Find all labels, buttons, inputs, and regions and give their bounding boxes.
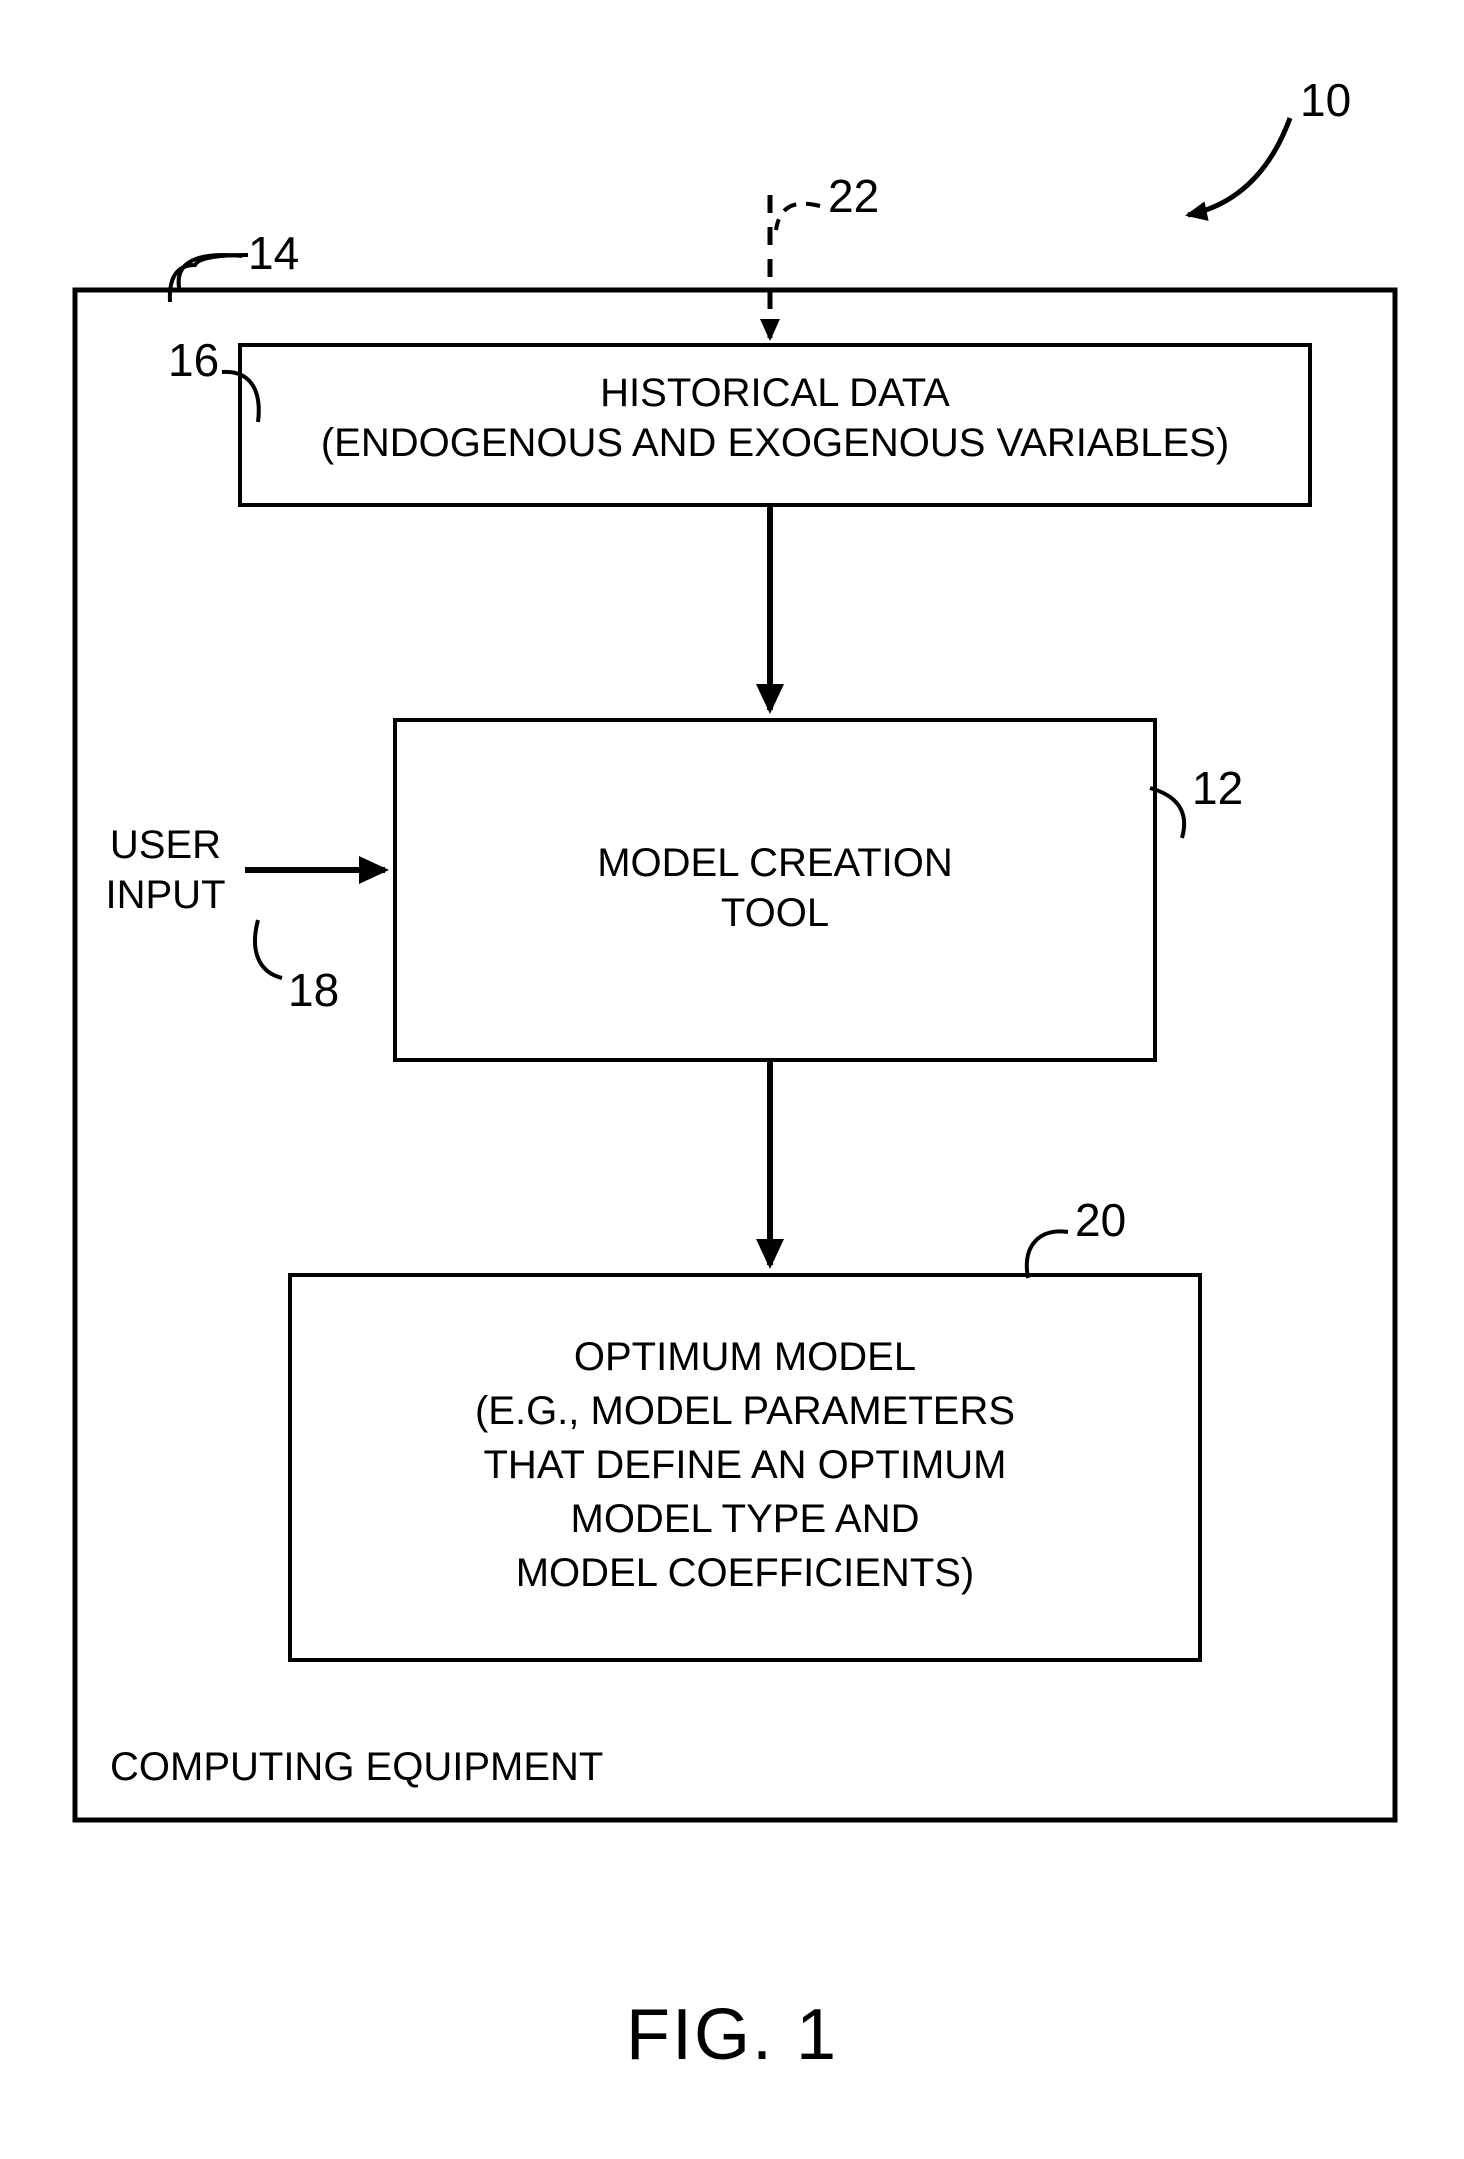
ref-20-lead bbox=[1027, 1231, 1068, 1278]
optimum-line3: THAT DEFINE AN OPTIMUM bbox=[290, 1438, 1200, 1492]
ref-14-lead bbox=[179, 255, 242, 292]
optimum-line5: MODEL COEFFICIENTS) bbox=[290, 1546, 1200, 1600]
ref-14-hook bbox=[170, 255, 248, 302]
optimum-text: OPTIMUM MODEL (E.G., MODEL PARAMETERS TH… bbox=[290, 1330, 1200, 1600]
optimum-line1: OPTIMUM MODEL bbox=[290, 1330, 1200, 1384]
container-label: COMPUTING EQUIPMENT bbox=[110, 1742, 603, 1792]
ref-18: 18 bbox=[288, 962, 339, 1020]
historical-line2: (ENDOGENOUS AND EXOGENOUS VARIABLES) bbox=[240, 418, 1310, 468]
user-input-line1: USER bbox=[88, 820, 243, 870]
figure-label: FIG. 1 bbox=[0, 1990, 1464, 2080]
ref-14: 14 bbox=[248, 225, 299, 283]
diagram-canvas bbox=[0, 0, 1464, 2159]
ref-20: 20 bbox=[1075, 1192, 1126, 1250]
tool-text: MODEL CREATION TOOL bbox=[395, 838, 1155, 938]
ref-16: 16 bbox=[168, 332, 219, 390]
user-input-line2: INPUT bbox=[88, 870, 243, 920]
user-input-text: USER INPUT bbox=[88, 820, 243, 920]
ref-10-arrow bbox=[1188, 118, 1290, 215]
ref-22-lead bbox=[776, 204, 820, 230]
ref-22: 22 bbox=[828, 168, 879, 226]
historical-line1: HISTORICAL DATA bbox=[240, 368, 1310, 418]
tool-line2: TOOL bbox=[395, 888, 1155, 938]
ref-12: 12 bbox=[1192, 760, 1243, 818]
ref-14-hook-real bbox=[179, 254, 240, 290]
tool-line1: MODEL CREATION bbox=[395, 838, 1155, 888]
optimum-line4: MODEL TYPE AND bbox=[290, 1492, 1200, 1546]
ref-18-lead bbox=[255, 920, 282, 978]
optimum-line2: (E.G., MODEL PARAMETERS bbox=[290, 1384, 1200, 1438]
ref-10: 10 bbox=[1300, 72, 1351, 130]
historical-data-text: HISTORICAL DATA (ENDOGENOUS AND EXOGENOU… bbox=[240, 368, 1310, 468]
